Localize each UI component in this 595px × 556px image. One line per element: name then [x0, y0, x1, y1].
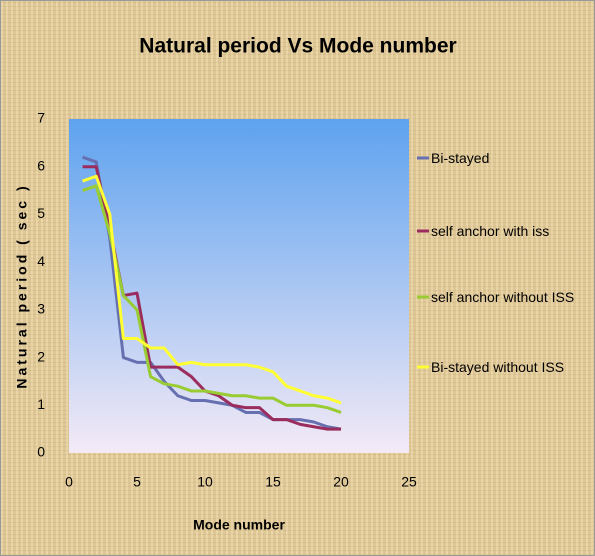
- x-tick-label: 5: [133, 474, 141, 490]
- y-tick-label: 3: [37, 301, 45, 317]
- series-line: [82, 174, 342, 405]
- series-line: [82, 184, 342, 414]
- chart-title: Natural period Vs Mode number: [139, 35, 456, 58]
- y-axis-label: Natural period ( sec ): [14, 183, 30, 388]
- x-tick-label: 10: [197, 474, 213, 490]
- y-tick-label: 4: [37, 253, 45, 269]
- series-line: [82, 155, 342, 431]
- x-tick-label: 20: [333, 474, 349, 490]
- legend-label: self anchor without ISS: [431, 289, 575, 305]
- x-tick-label: 0: [65, 474, 73, 490]
- y-tick-label: 7: [37, 110, 45, 126]
- x-tick-label: 15: [265, 474, 281, 490]
- legend-label: Bi-stayed without ISS: [431, 359, 565, 375]
- x-tick-label: 25: [401, 474, 417, 490]
- legend-label: Bi-stayed: [431, 150, 490, 166]
- y-tick-label: 6: [37, 157, 45, 173]
- legend-label: self anchor with iss: [431, 223, 550, 239]
- y-tick-label: 0: [37, 444, 45, 460]
- y-tick-label: 2: [37, 348, 45, 364]
- y-tick-label: 5: [37, 205, 45, 221]
- y-tick-label: 1: [37, 396, 45, 412]
- plot-area: [69, 119, 409, 453]
- x-axis-label: Mode number: [193, 517, 285, 533]
